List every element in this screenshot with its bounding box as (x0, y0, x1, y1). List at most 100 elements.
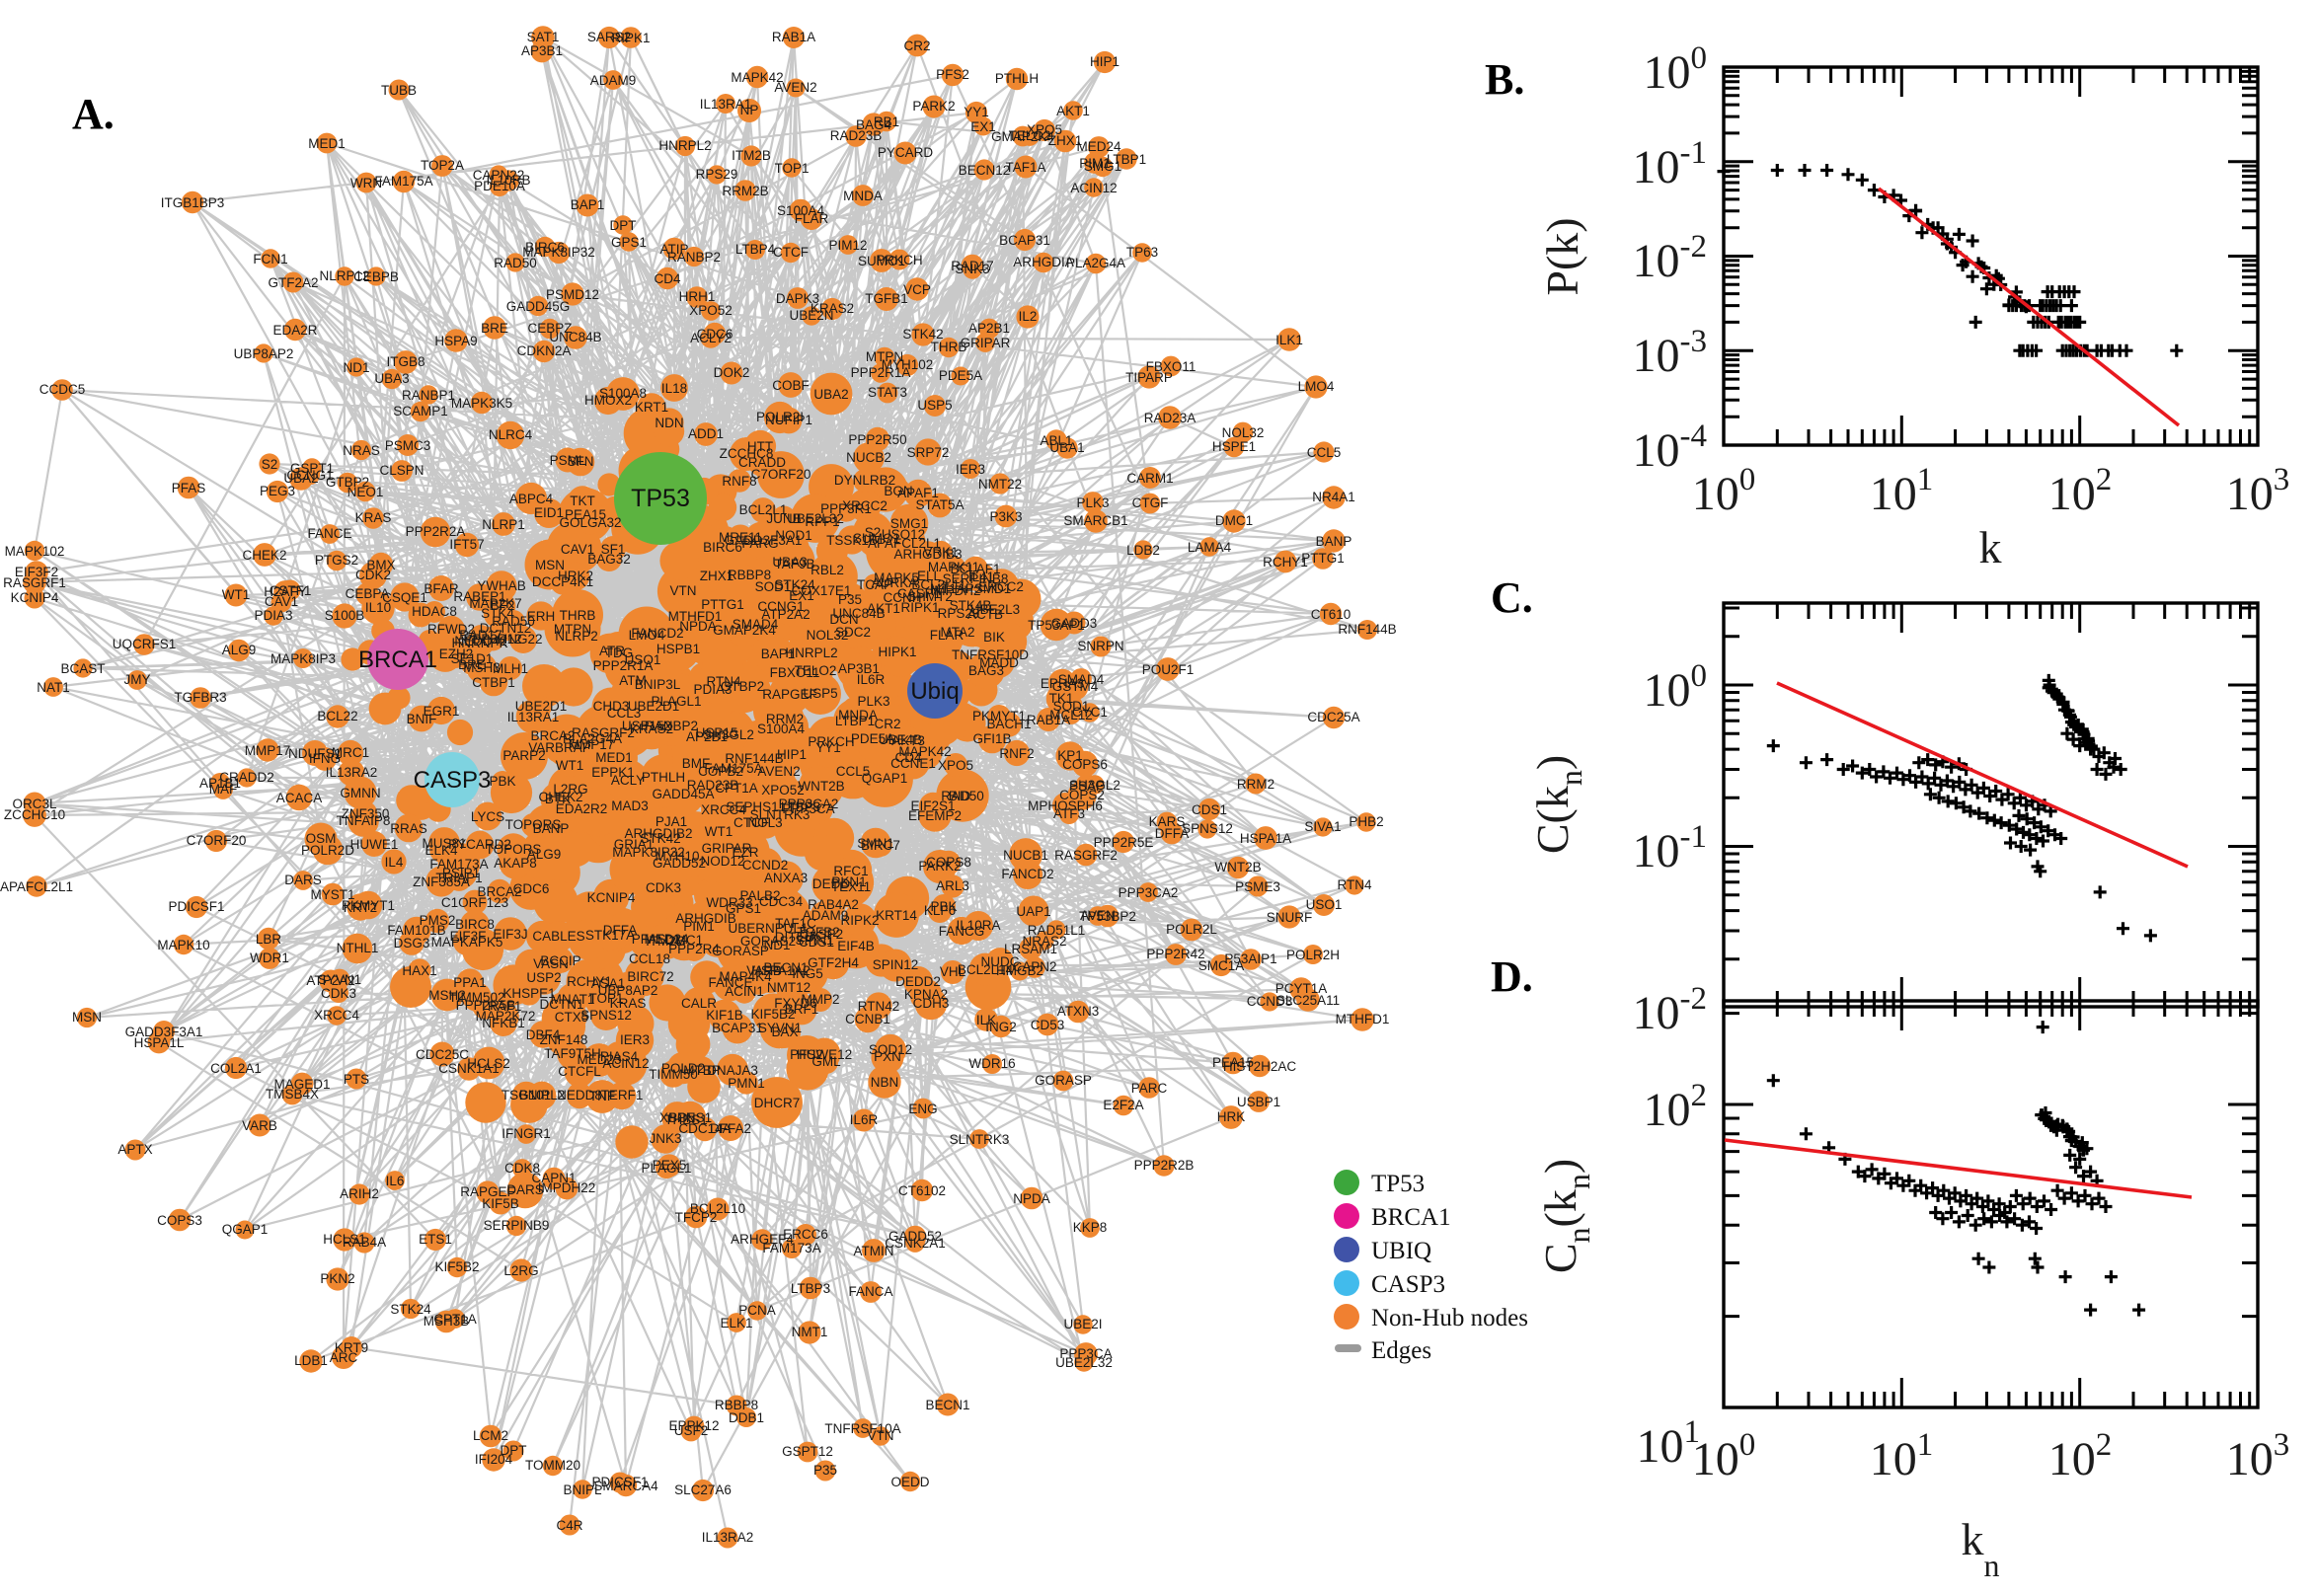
svg-text:CAPN22: CAPN22 (473, 168, 525, 183)
svg-text:IFT57: IFT57 (449, 537, 484, 552)
svg-text:MYST1: MYST1 (310, 887, 354, 902)
svg-text:FXYD6: FXYD6 (774, 996, 817, 1011)
svg-text:HAX1: HAX1 (402, 963, 436, 978)
svg-text:ZNF385A: ZNF385A (413, 874, 470, 889)
svg-text:GSTM4: GSTM4 (1052, 679, 1099, 694)
svg-text:IL13RA1: IL13RA1 (507, 710, 560, 724)
svg-text:ARIH2: ARIH2 (340, 1186, 379, 1201)
svg-text:SYVN1: SYVN1 (758, 1021, 802, 1035)
svg-text:PPP2R5E: PPP2R5E (1094, 835, 1154, 850)
svg-text:STK4: STK4 (481, 606, 514, 621)
svg-text:FCN1: FCN1 (253, 252, 287, 266)
svg-text:RANBP2: RANBP2 (667, 250, 721, 265)
svg-text:QGAP1: QGAP1 (222, 1222, 269, 1237)
svg-text:ITM2B: ITM2B (646, 934, 685, 949)
svg-text:EZH2: EZH2 (439, 646, 474, 661)
svg-text:PTTG1: PTTG1 (1301, 551, 1345, 566)
svg-text:SMARCA4: SMARCA4 (593, 1479, 658, 1493)
svg-text:IL13RA1: IL13RA1 (700, 97, 752, 112)
svg-text:WDR1: WDR1 (250, 950, 289, 965)
svg-text:PSAP: PSAP (1069, 779, 1105, 794)
svg-text:RRM2B: RRM2B (722, 184, 768, 198)
svg-text:BIRC7: BIRC7 (861, 838, 900, 853)
svg-text:EIF3F2: EIF3F2 (15, 565, 58, 579)
svg-text:NOL3: NOL3 (747, 815, 782, 830)
svg-text:DPT: DPT (610, 218, 637, 233)
svg-text:DOK2: DOK2 (714, 365, 750, 380)
svg-text:GSPT1: GSPT1 (290, 461, 334, 476)
svg-text:CASP3: CASP3 (414, 767, 492, 794)
svg-text:RBBP8: RBBP8 (715, 1398, 758, 1412)
svg-text:CSNK1A1: CSNK1A1 (438, 1061, 500, 1076)
svg-text:DCN: DCN (829, 612, 858, 627)
svg-text:P(k): P(k) (1537, 217, 1587, 295)
svg-text:CT6102: CT6102 (898, 1183, 946, 1198)
svg-text:RAD51L1: RAD51L1 (1028, 923, 1086, 938)
svg-text:SIVA1: SIVA1 (1304, 819, 1341, 834)
svg-text:ILK1: ILK1 (1275, 333, 1303, 347)
svg-text:ARHGDIB2: ARHGDIB2 (624, 826, 692, 841)
svg-text:PSML: PSML (550, 453, 586, 468)
svg-text:TAF1A: TAF1A (1005, 160, 1045, 175)
svg-text:OSM: OSM (306, 831, 337, 846)
svg-text:QGAP1: QGAP1 (862, 771, 908, 786)
svg-text:PKMYT1: PKMYT1 (342, 898, 395, 913)
svg-text:RTN4: RTN4 (1337, 877, 1372, 892)
svg-text:TIMM50: TIMM50 (649, 1067, 698, 1082)
svg-text:IL6R: IL6R (857, 672, 886, 687)
svg-text:COPS6: COPS6 (1062, 757, 1108, 772)
svg-text:PPP3R12: PPP3R12 (463, 632, 521, 646)
svg-text:RPP1: RPP1 (805, 514, 839, 529)
svg-text:EFEMP2: EFEMP2 (908, 808, 962, 823)
svg-text:CDS1: CDS1 (799, 935, 834, 950)
svg-text:RIPK2: RIPK2 (840, 913, 879, 928)
svg-text:WNT2B: WNT2B (798, 779, 844, 794)
svg-text:DSG3: DSG3 (394, 936, 430, 950)
svg-text:TRAF1: TRAF1 (480, 999, 522, 1014)
svg-text:IFI204: IFI204 (475, 1452, 513, 1467)
svg-text:RNF8: RNF8 (722, 474, 756, 489)
svg-text:UBE2I: UBE2I (1063, 1317, 1102, 1331)
svg-text:MAD3: MAD3 (611, 798, 649, 813)
svg-text:MAPKAPK5: MAPKAPK5 (431, 935, 503, 950)
svg-text:UBA3: UBA3 (374, 371, 409, 386)
svg-text:RAD17: RAD17 (951, 259, 994, 273)
svg-text:PARK2: PARK2 (918, 859, 961, 874)
svg-text:NDUFS1: NDUFS1 (288, 746, 342, 761)
svg-text:GSPT12: GSPT12 (782, 1444, 833, 1459)
svg-text:ALG9: ALG9 (527, 847, 562, 862)
svg-text:TP53: TP53 (631, 485, 690, 512)
svg-text:BAG4: BAG4 (856, 117, 892, 132)
svg-text:RRM2: RRM2 (1237, 777, 1274, 792)
svg-text:UBA3: UBA3 (772, 555, 807, 570)
svg-text:PLA2G4A: PLA2G4A (563, 731, 622, 746)
svg-text:IER3: IER3 (620, 1032, 650, 1047)
svg-text:PEX5: PEX5 (653, 1158, 687, 1173)
svg-text:CT610: CT610 (1311, 607, 1351, 622)
svg-text:ZNF148: ZNF148 (540, 1032, 588, 1047)
svg-text:BCL22: BCL22 (317, 709, 357, 723)
svg-text:ERH: ERH (527, 609, 556, 624)
svg-text:SUMO1: SUMO1 (853, 531, 900, 546)
svg-text:SLC25A11: SLC25A11 (1276, 993, 1340, 1008)
svg-text:BCAST: BCAST (60, 661, 105, 676)
svg-text:10-3: 10-3 (1633, 324, 1708, 382)
svg-text:USF2: USF2 (674, 1423, 709, 1438)
svg-text:DPT: DPT (501, 1443, 527, 1458)
svg-text:NAT1: NAT1 (37, 680, 70, 695)
svg-text:FANCG: FANCG (939, 924, 985, 939)
svg-text:MCL12: MCL12 (1049, 708, 1093, 722)
svg-text:A.: A. (72, 90, 115, 138)
svg-text:TIMM502: TIMM502 (448, 990, 504, 1005)
svg-text:PBK: PBK (489, 774, 515, 789)
svg-text:DMC1: DMC1 (1215, 513, 1253, 528)
svg-text:NP: NP (740, 103, 759, 117)
svg-text:MTBP: MTBP (683, 1063, 721, 1078)
svg-text:RIPK1: RIPK1 (900, 600, 939, 615)
svg-text:DCCP4K1: DCCP4K1 (532, 574, 593, 589)
svg-text:COPS2: COPS2 (1059, 788, 1105, 802)
svg-text:HRH1: HRH1 (679, 289, 716, 304)
svg-text:UBERNPUL1: UBERNPUL1 (728, 921, 808, 936)
svg-text:EPPK1: EPPK1 (591, 765, 635, 780)
svg-text:PKN2: PKN2 (320, 1271, 354, 1286)
